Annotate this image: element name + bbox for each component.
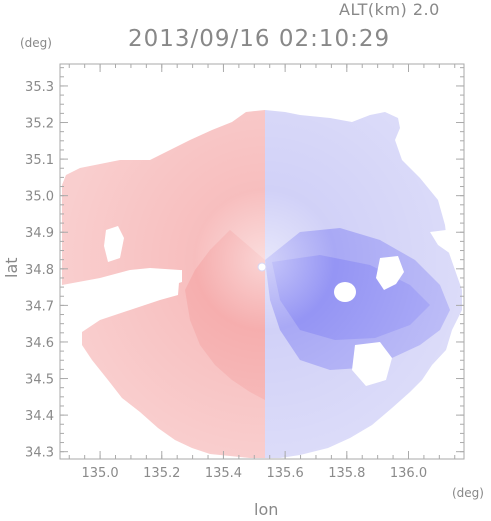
lat-tick-label: 35.2 — [25, 117, 54, 132]
axis-tick-labels: 135.0 135.2 135.4 135.6 135.8 136.0 34.3 34.4 34… — [25, 80, 427, 481]
lon-tick-label: 135.6 — [267, 466, 304, 481]
timestamp-title: 2013/09/16 02:10:29 — [128, 26, 391, 52]
lat-tick-label: 35.0 — [25, 190, 54, 205]
lat-tick-label: 34.9 — [25, 226, 54, 241]
lon-tick-label: 135.2 — [143, 466, 180, 481]
lat-tick-label: 34.3 — [25, 446, 54, 461]
lat-tick-label: 34.4 — [25, 409, 54, 424]
lon-axis-label: lon — [254, 500, 279, 519]
lon-tick-label: 136.0 — [390, 466, 427, 481]
radar-site-marker — [257, 262, 267, 272]
altitude-label: ALT(km) 2.0 — [339, 0, 440, 19]
lat-unit-label: (deg) — [20, 36, 52, 50]
axis-ticks — [60, 64, 464, 459]
lon-unit-label: (deg) — [452, 486, 484, 500]
lat-tick-label: 35.1 — [25, 153, 54, 168]
lat-tick-label: 35.3 — [25, 80, 54, 95]
lat-tick-label: 34.6 — [25, 336, 54, 351]
plot-frame — [59, 63, 465, 460]
lon-tick-label: 135.8 — [328, 466, 365, 481]
lat-tick-label: 34.7 — [25, 299, 54, 314]
lat-tick-label: 34.5 — [25, 373, 54, 388]
lon-tick-label: 135.0 — [81, 466, 118, 481]
lon-tick-label: 135.4 — [205, 466, 242, 481]
lat-tick-label: 34.8 — [25, 263, 54, 278]
